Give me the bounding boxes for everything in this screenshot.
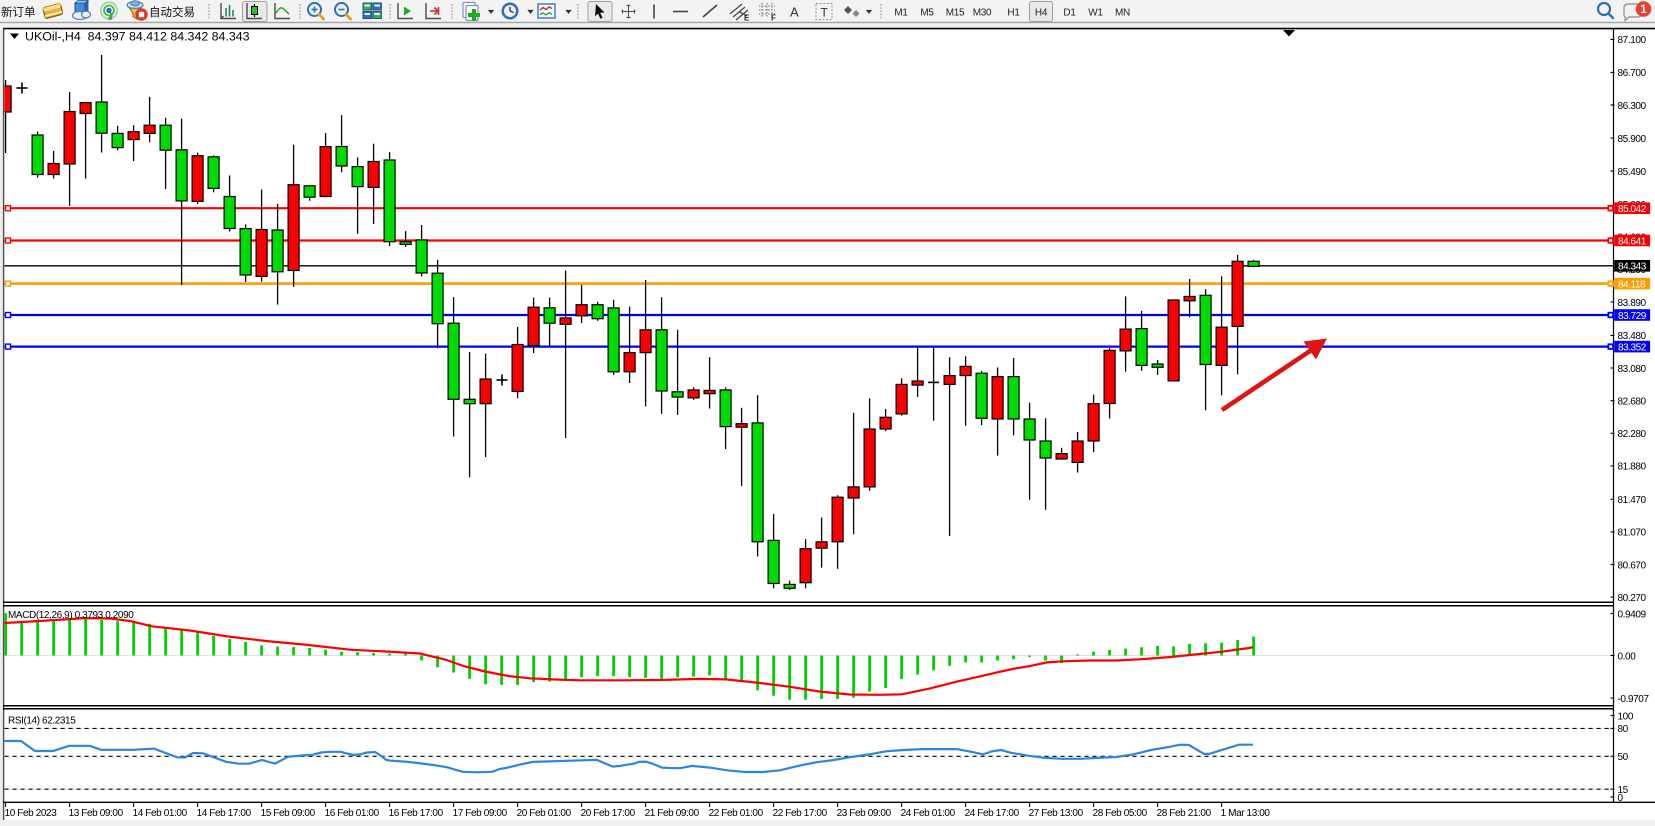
svg-text:M15: M15 — [946, 8, 965, 19]
svg-text:100: 100 — [1618, 711, 1634, 722]
svg-text:50: 50 — [1618, 752, 1629, 763]
svg-text:14 Feb 01:00: 14 Feb 01:00 — [133, 808, 188, 819]
svg-text:M1: M1 — [894, 8, 908, 19]
svg-text:85.042: 85.042 — [1618, 204, 1647, 215]
svg-text:83.352: 83.352 — [1618, 343, 1647, 354]
svg-text:80: 80 — [1618, 724, 1629, 735]
svg-text:RSI(14) 62.2315: RSI(14) 62.2315 — [8, 716, 76, 727]
svg-text:83.729: 83.729 — [1618, 311, 1647, 322]
svg-text:T: T — [821, 6, 829, 20]
svg-text:24 Feb 01:00: 24 Feb 01:00 — [901, 808, 956, 819]
svg-text:81.470: 81.470 — [1618, 495, 1647, 506]
svg-text:20 Feb 01:00: 20 Feb 01:00 — [517, 808, 572, 819]
svg-text:80.270: 80.270 — [1618, 593, 1647, 604]
svg-text:23 Feb 09:00: 23 Feb 09:00 — [837, 808, 892, 819]
svg-text:0.00: 0.00 — [1618, 651, 1637, 662]
svg-text:16 Feb 17:00: 16 Feb 17:00 — [389, 808, 444, 819]
svg-text:新订单: 新订单 — [1, 5, 36, 19]
svg-text:86.700: 86.700 — [1618, 68, 1647, 79]
svg-text:H4: H4 — [1035, 8, 1048, 19]
svg-text:87.100: 87.100 — [1618, 35, 1647, 46]
svg-text:28 Feb 05:00: 28 Feb 05:00 — [1093, 808, 1148, 819]
svg-text:1 Mar 13:00: 1 Mar 13:00 — [1221, 808, 1271, 819]
svg-text:28 Feb 21:00: 28 Feb 21:00 — [1157, 808, 1212, 819]
svg-text:H1: H1 — [1007, 8, 1020, 19]
svg-text:E: E — [744, 14, 750, 23]
svg-text:10 Feb 2023: 10 Feb 2023 — [5, 808, 58, 819]
svg-text:1: 1 — [1640, 4, 1647, 16]
svg-text:15 Feb 09:00: 15 Feb 09:00 — [261, 808, 316, 819]
svg-text:0.9409: 0.9409 — [1618, 609, 1647, 620]
svg-text:16 Feb 01:00: 16 Feb 01:00 — [325, 808, 380, 819]
svg-text:84.343: 84.343 — [1618, 262, 1647, 273]
svg-text:21 Feb 09:00: 21 Feb 09:00 — [645, 808, 700, 819]
svg-text:0: 0 — [1618, 793, 1624, 804]
svg-text:83.080: 83.080 — [1618, 364, 1647, 375]
svg-text:83.480: 83.480 — [1618, 331, 1647, 342]
svg-text:86.300: 86.300 — [1618, 101, 1647, 112]
svg-text:MN: MN — [1115, 8, 1130, 19]
svg-text:80.670: 80.670 — [1618, 560, 1647, 571]
svg-text:20 Feb 17:00: 20 Feb 17:00 — [581, 808, 636, 819]
svg-text:MACD(12,26,9) 0.3793 0.2090: MACD(12,26,9) 0.3793 0.2090 — [8, 610, 134, 621]
svg-text:84.118: 84.118 — [1618, 280, 1646, 291]
svg-text:81.070: 81.070 — [1618, 528, 1647, 539]
svg-text:13 Feb 09:00: 13 Feb 09:00 — [69, 808, 124, 819]
svg-text:W1: W1 — [1088, 8, 1103, 19]
svg-text:22 Feb 01:00: 22 Feb 01:00 — [709, 808, 764, 819]
svg-text:15: 15 — [1618, 785, 1629, 796]
svg-text:81.880: 81.880 — [1618, 462, 1647, 473]
svg-text:22 Feb 17:00: 22 Feb 17:00 — [773, 808, 828, 819]
svg-text:82.280: 82.280 — [1618, 429, 1647, 440]
svg-text:-0.9707: -0.9707 — [1618, 694, 1650, 705]
svg-text:14 Feb 17:00: 14 Feb 17:00 — [197, 808, 252, 819]
svg-text:M30: M30 — [973, 8, 992, 19]
svg-text:83.890: 83.890 — [1618, 298, 1647, 309]
svg-text:17 Feb 09:00: 17 Feb 09:00 — [453, 808, 508, 819]
svg-text:F: F — [771, 14, 776, 23]
svg-text:A: A — [790, 5, 799, 20]
svg-text:UKOil-,H4 84.397 84.412 84.34: UKOil-,H4 84.397 84.412 84.342 84.343 — [25, 30, 250, 44]
svg-text:24 Feb 17:00: 24 Feb 17:00 — [965, 808, 1020, 819]
svg-text:82.680: 82.680 — [1618, 397, 1647, 408]
svg-text:自动交易: 自动交易 — [149, 5, 195, 19]
svg-text:D1: D1 — [1063, 8, 1076, 19]
svg-text:85.490: 85.490 — [1618, 167, 1647, 178]
svg-text:84.641: 84.641 — [1618, 236, 1647, 247]
svg-text:M5: M5 — [920, 8, 934, 19]
svg-text:27 Feb 13:00: 27 Feb 13:00 — [1029, 808, 1084, 819]
svg-text:85.900: 85.900 — [1618, 134, 1647, 145]
